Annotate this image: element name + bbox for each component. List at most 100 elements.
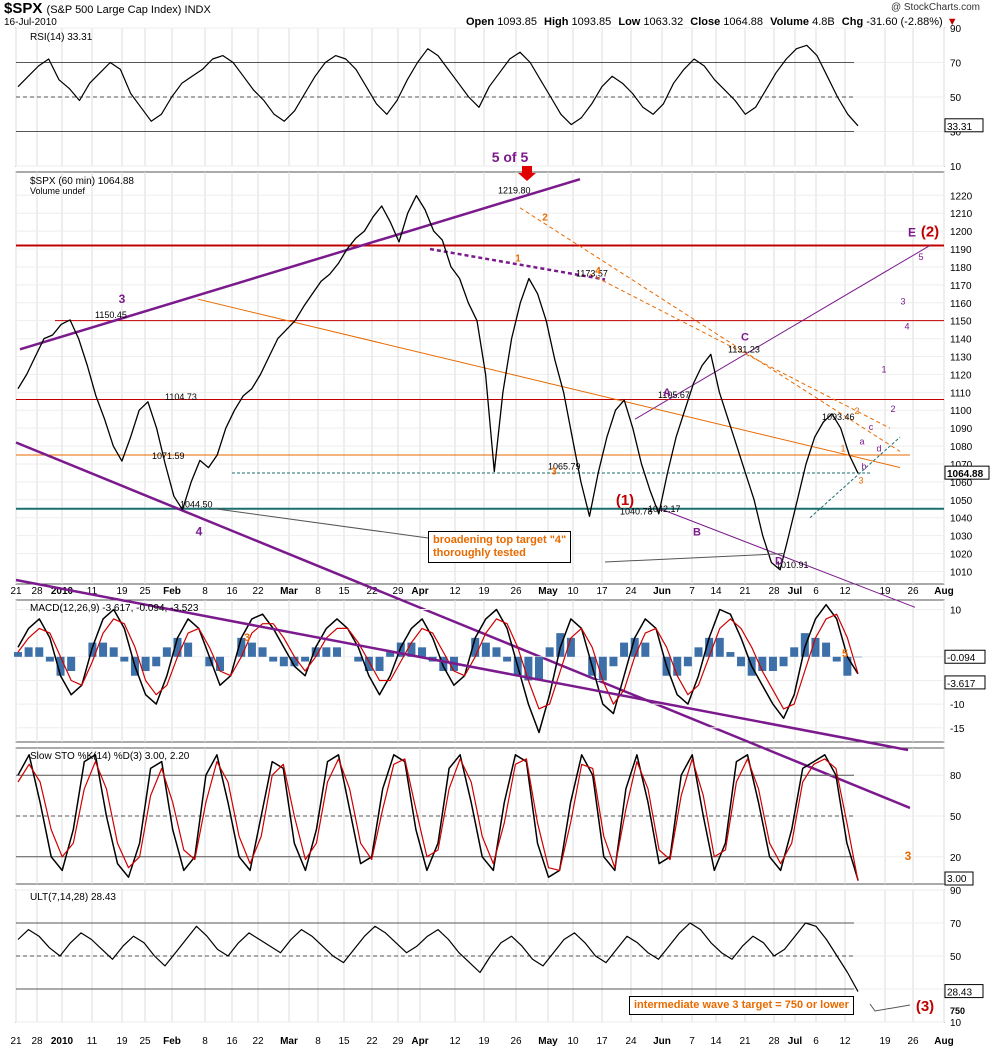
macd-histogram-bar bbox=[216, 656, 225, 671]
x-axis-label: 15 bbox=[338, 1036, 350, 1047]
y-tick-label: 1040 bbox=[950, 514, 973, 525]
macd-histogram-bar bbox=[822, 642, 831, 657]
callout-connector-3 bbox=[869, 1003, 911, 1012]
macd-histogram-bar bbox=[683, 656, 692, 667]
price-label: 1093.46 bbox=[822, 412, 855, 422]
macd-histogram-bar bbox=[694, 647, 703, 657]
y-tick-label: 1170 bbox=[950, 281, 972, 292]
small-count-label: b bbox=[861, 461, 866, 471]
macd-histogram-bar bbox=[843, 656, 852, 676]
x-axis-label: 19 bbox=[478, 1036, 490, 1047]
macd-histogram-bar bbox=[726, 652, 735, 657]
brand-watermark: @ StockCharts.com bbox=[890, 2, 980, 13]
y-tick-label: 1030 bbox=[950, 532, 973, 543]
price-title: $SPX (60 min) 1064.88 bbox=[30, 176, 134, 187]
x-axis-label: 6 bbox=[813, 586, 819, 597]
x-axis-label: 8 bbox=[202, 586, 208, 597]
macd-signal-line bbox=[17, 613, 859, 710]
macd-histogram-bar bbox=[492, 647, 501, 657]
spx-price-line bbox=[17, 194, 859, 571]
x-axis-label: 10 bbox=[567, 586, 579, 597]
x-axis-label: Apr bbox=[411, 586, 428, 597]
macd-histogram-bar bbox=[758, 656, 767, 671]
y-tick-label: 1130 bbox=[950, 353, 972, 364]
y-tick-label: 50 bbox=[950, 93, 962, 104]
y-tick-label: -10 bbox=[950, 700, 965, 711]
macd-histogram-bar bbox=[832, 656, 841, 662]
orange-2-label: 2 bbox=[542, 212, 548, 223]
small-count-label: d bbox=[876, 443, 881, 453]
macd-histogram-bar bbox=[184, 642, 193, 657]
purple-lower-trendline bbox=[15, 441, 911, 810]
y-tick-label: 30 bbox=[950, 128, 962, 139]
chart-date: 16-Jul-2010 bbox=[4, 17, 57, 28]
y-tick-label: 1220 bbox=[950, 191, 973, 202]
x-axis-label: 10 bbox=[567, 1036, 579, 1047]
wave-3-label: 3 bbox=[119, 292, 126, 306]
macd-histogram-bar bbox=[407, 642, 416, 657]
y-tick-label: 50 bbox=[950, 952, 962, 963]
x-axis-label: 17 bbox=[596, 1036, 608, 1047]
x-axis-label: 12 bbox=[839, 1036, 851, 1047]
macd-last-box-1 bbox=[944, 649, 986, 664]
panel-1-frame bbox=[15, 171, 945, 585]
x-axis-label: 11 bbox=[87, 1036, 98, 1047]
macd-histogram-bar bbox=[715, 637, 724, 657]
macd-histogram-bar bbox=[290, 656, 299, 667]
macd-histogram-bar bbox=[67, 656, 76, 671]
macd-histogram-bar bbox=[737, 656, 746, 667]
teal-dashed-rise bbox=[809, 436, 901, 519]
macd-histogram-bar bbox=[811, 637, 820, 657]
y-tick-label: 1160 bbox=[950, 299, 972, 310]
y-tick-label: 1180 bbox=[950, 263, 972, 274]
macd-histogram-bar bbox=[503, 656, 512, 662]
open-value: 1093.85 bbox=[497, 16, 537, 28]
down-arrow-icon: ▼ bbox=[946, 16, 958, 28]
macd-histogram-bar bbox=[205, 656, 214, 667]
orange-3-label: 3 bbox=[551, 467, 557, 478]
wave-count-label: 3 bbox=[900, 297, 905, 307]
broadening-top-callout: broadening top target "4" thoroughly tes… bbox=[428, 531, 572, 563]
x-axis-label: 22 bbox=[366, 1036, 378, 1047]
wave-count-label: 5 bbox=[918, 252, 923, 262]
x-axis-label: 28 bbox=[31, 1036, 43, 1047]
macd-histogram-bar bbox=[311, 647, 320, 657]
macd-histogram-bar bbox=[141, 656, 150, 671]
wave-A-label: A bbox=[663, 387, 671, 399]
x-axis-label: 8 bbox=[315, 586, 321, 597]
wave-5-of-5: 5 of 5 bbox=[492, 149, 529, 165]
price-label: 1150.45 bbox=[95, 310, 127, 320]
x-axis-label: 17 bbox=[596, 586, 608, 597]
macd-histogram-bar bbox=[800, 633, 809, 657]
y-tick-label: 1140 bbox=[950, 335, 972, 346]
x-axis-label: 21 bbox=[739, 1036, 751, 1047]
wave-2-red: (2) bbox=[921, 223, 939, 240]
wave-1-red: (1) bbox=[616, 492, 634, 509]
y-tick-label: 1070 bbox=[950, 460, 973, 471]
orange-4-label: 4 bbox=[595, 266, 601, 277]
x-axis-label: Jul bbox=[788, 1036, 803, 1047]
macd-histogram-bar bbox=[566, 637, 575, 657]
x-axis-label: May bbox=[538, 1036, 558, 1047]
x-axis-label: 2010 bbox=[51, 1036, 74, 1047]
symbol-title: $SPX (S&P 500 Large Cap Index) INDX bbox=[4, 0, 211, 17]
macd-histogram-bar bbox=[237, 637, 246, 657]
orange-1-label: 1 bbox=[515, 254, 521, 265]
macd-histogram-bar bbox=[396, 642, 405, 657]
macd-histogram-bar bbox=[332, 647, 341, 657]
x-axis-label: 28 bbox=[768, 1036, 780, 1047]
y-tick-label: 70 bbox=[950, 919, 962, 930]
wave-count-label: 1 bbox=[881, 365, 886, 375]
y-tick-label: 1100 bbox=[950, 406, 972, 417]
ult-last-value: 28.43 bbox=[947, 988, 972, 999]
x-axis-label: 14 bbox=[710, 586, 722, 597]
stoch-last-box bbox=[944, 871, 974, 886]
x-axis-label: 21 bbox=[10, 1036, 22, 1047]
x-axis-label: 19 bbox=[879, 1036, 891, 1047]
macd-histogram-bar bbox=[705, 637, 714, 657]
y-tick-label: -15 bbox=[950, 724, 965, 735]
orange-dashed-1 bbox=[519, 207, 901, 452]
x-axis-label: 29 bbox=[392, 1036, 404, 1047]
macd-line bbox=[17, 603, 859, 734]
ohlc-bar: Open 1093.85 High 1093.85 Low 1063.32 Cl… bbox=[466, 16, 962, 28]
